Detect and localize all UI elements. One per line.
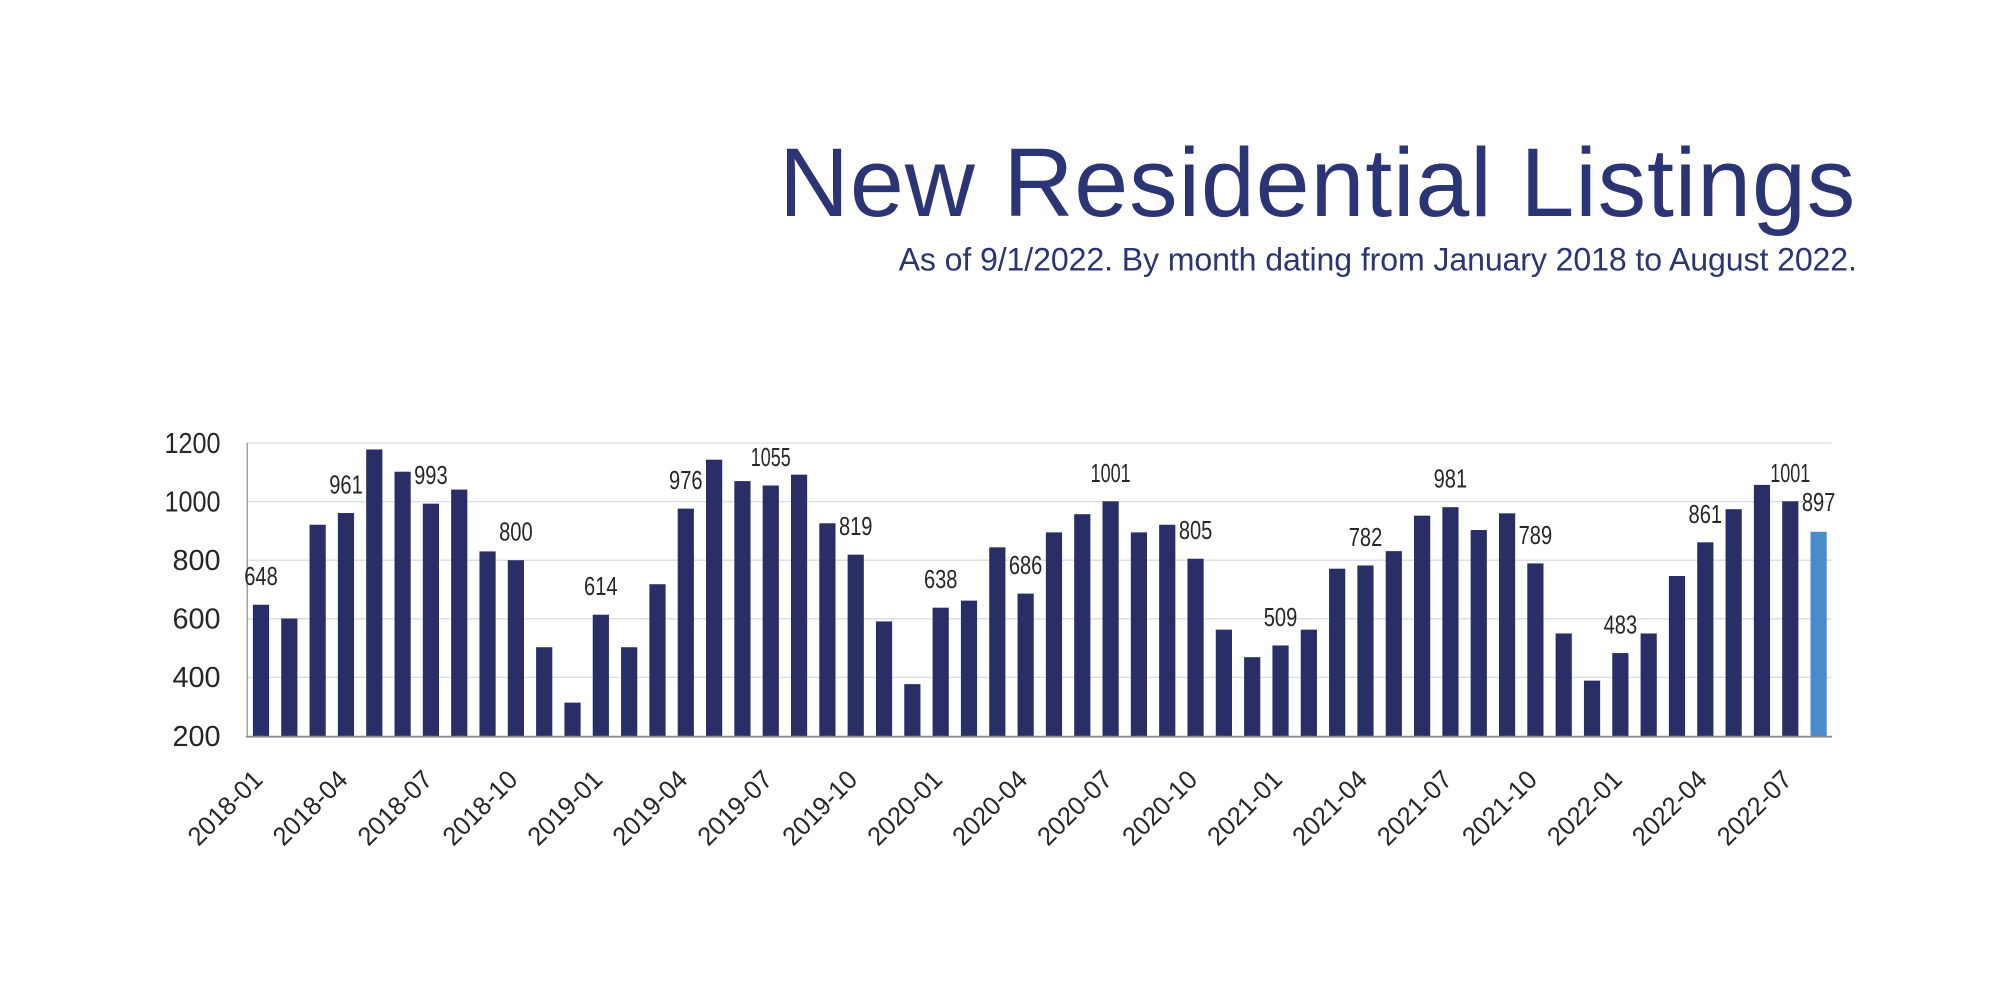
svg-text:600: 600 xyxy=(172,604,220,636)
svg-text:200: 200 xyxy=(172,721,220,753)
svg-text:861: 861 xyxy=(1689,499,1723,529)
svg-text:As of 9/1/2022. By month datin: As of 9/1/2022. By month dating from Jan… xyxy=(899,242,1857,278)
svg-text:1001: 1001 xyxy=(1770,458,1810,488)
svg-text:819: 819 xyxy=(839,511,873,541)
svg-text:483: 483 xyxy=(1604,610,1638,640)
svg-text:789: 789 xyxy=(1519,520,1553,550)
svg-text:805: 805 xyxy=(1179,515,1213,545)
svg-text:961: 961 xyxy=(329,470,363,500)
svg-text:400: 400 xyxy=(172,662,220,694)
svg-text:1000: 1000 xyxy=(165,486,221,518)
svg-text:New Residential Listings: New Residential Listings xyxy=(779,128,1856,237)
svg-text:1055: 1055 xyxy=(751,442,791,472)
svg-text:509: 509 xyxy=(1264,602,1298,632)
svg-text:897: 897 xyxy=(1802,487,1836,517)
svg-text:976: 976 xyxy=(669,465,703,495)
svg-text:782: 782 xyxy=(1349,522,1383,552)
svg-text:1200: 1200 xyxy=(165,428,221,460)
svg-text:993: 993 xyxy=(414,460,448,490)
svg-text:800: 800 xyxy=(172,545,220,577)
svg-text:1001: 1001 xyxy=(1091,458,1131,488)
svg-text:614: 614 xyxy=(584,571,618,601)
svg-text:800: 800 xyxy=(499,517,533,547)
svg-text:648: 648 xyxy=(244,561,278,591)
svg-text:981: 981 xyxy=(1434,464,1468,494)
svg-text:686: 686 xyxy=(1009,550,1043,580)
svg-text:638: 638 xyxy=(924,564,958,594)
